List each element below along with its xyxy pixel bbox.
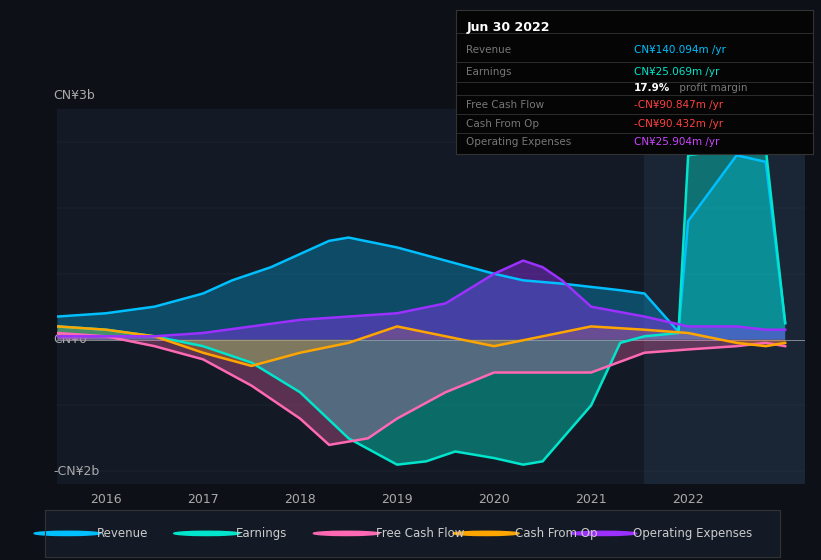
- Text: Revenue: Revenue: [466, 45, 511, 55]
- Text: CN¥25.904m /yr: CN¥25.904m /yr: [635, 137, 719, 147]
- Text: Operating Expenses: Operating Expenses: [466, 137, 571, 147]
- Text: Free Cash Flow: Free Cash Flow: [466, 100, 544, 110]
- Circle shape: [571, 531, 636, 535]
- Text: Cash From Op: Cash From Op: [466, 119, 539, 129]
- Text: Operating Expenses: Operating Expenses: [633, 527, 752, 540]
- Text: Jun 30 2022: Jun 30 2022: [466, 21, 550, 34]
- Bar: [644, 109, 805, 484]
- Text: CN¥3b: CN¥3b: [53, 88, 95, 102]
- Text: 17.9%: 17.9%: [635, 82, 671, 92]
- Text: -CN¥90.432m /yr: -CN¥90.432m /yr: [635, 119, 723, 129]
- Circle shape: [34, 531, 100, 535]
- Circle shape: [453, 531, 519, 535]
- Text: Free Cash Flow: Free Cash Flow: [376, 527, 464, 540]
- Text: profit margin: profit margin: [676, 82, 747, 92]
- Text: Earnings: Earnings: [466, 67, 511, 77]
- Text: CN¥0: CN¥0: [53, 333, 88, 346]
- Circle shape: [174, 531, 240, 535]
- Text: CN¥140.094m /yr: CN¥140.094m /yr: [635, 45, 726, 55]
- Text: CN¥25.069m /yr: CN¥25.069m /yr: [635, 67, 719, 77]
- Text: Revenue: Revenue: [97, 527, 148, 540]
- Text: Earnings: Earnings: [236, 527, 287, 540]
- Text: -CN¥2b: -CN¥2b: [53, 465, 100, 478]
- Circle shape: [314, 531, 379, 535]
- Text: Cash From Op: Cash From Op: [516, 527, 598, 540]
- Text: -CN¥90.847m /yr: -CN¥90.847m /yr: [635, 100, 723, 110]
